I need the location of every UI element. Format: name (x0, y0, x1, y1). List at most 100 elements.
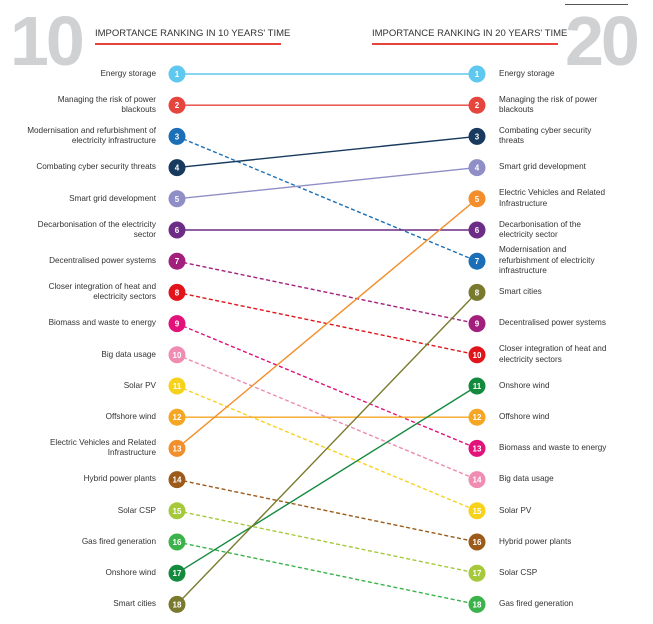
right-rank-circle: 17 (468, 564, 486, 582)
left-rank-circle: 1 (168, 65, 186, 83)
rank-number: 13 (173, 444, 182, 453)
rank-link (176, 260, 478, 325)
rank-number: 2 (175, 101, 180, 110)
right-rank-label: Electric Vehicles and Related Infrastruct… (499, 188, 606, 208)
rank-link (176, 291, 478, 605)
right-big-number: 20 (565, 2, 640, 80)
rank-number: 2 (475, 101, 480, 110)
left-rank-circle: 4 (168, 159, 186, 177)
right-rank-circle: 4 (468, 159, 486, 177)
left-rank-label: Solar PV (123, 380, 156, 390)
rank-number: 12 (173, 413, 182, 422)
right-rank-circle: 12 (468, 408, 486, 426)
rank-number: 1 (475, 70, 480, 79)
rank-number: 16 (473, 538, 482, 547)
right-rank-circle: 16 (468, 533, 486, 551)
rank-number: 10 (473, 351, 482, 360)
rank-link (176, 478, 478, 543)
rank-link (176, 198, 478, 449)
rank-number: 17 (473, 569, 482, 578)
rank-number: 13 (473, 444, 482, 453)
right-rank-label: Solar CSP (499, 567, 538, 577)
right-rank-circle: 11 (468, 377, 486, 395)
left-rank-circle: 15 (168, 502, 186, 520)
left-big-number: 10 (10, 2, 85, 80)
rank-number: 4 (475, 164, 480, 173)
right-rank-label: Offshore wind (499, 411, 550, 421)
rank-number: 14 (173, 476, 182, 485)
rank-number: 1 (175, 70, 180, 79)
rank-link (176, 135, 478, 262)
right-rank-circle: 15 (468, 502, 486, 520)
rank-link (176, 385, 478, 574)
rank-number: 5 (175, 195, 180, 204)
right-rank-circle: 7 (468, 252, 486, 270)
right-rank-label: Decentralised power systems (499, 318, 606, 328)
right-rank-circle: 1 (468, 65, 486, 83)
left-rank-label: Electric Vehicles and Related Infrastruct… (49, 437, 156, 458)
rank-number: 14 (473, 476, 482, 485)
rank-number: 11 (173, 382, 182, 391)
rank-number: 6 (475, 226, 480, 235)
left-rank-label: Decentralised power systems (49, 255, 156, 265)
rank-link (176, 135, 478, 169)
rank-number: 18 (473, 600, 482, 609)
right-rank-label: Energy storage (499, 68, 555, 78)
left-rank-label: Solar CSP (117, 505, 156, 515)
right-rank-label: Combating cyber security threats (499, 125, 592, 146)
left-rank-label: Modernisation and refurbishment of electr… (27, 125, 156, 146)
left-rank-label: Smart cities (113, 599, 156, 609)
right-rank-circle: 18 (468, 595, 486, 613)
left-rank-label: Big data usage (101, 349, 156, 359)
rank-number: 3 (475, 132, 480, 141)
left-rank-circle: 13 (168, 439, 186, 457)
right-rank-label: Big data usage (499, 474, 554, 484)
left-rank-circle: 7 (168, 252, 186, 270)
left-rank-circle: 17 (168, 564, 186, 582)
rank-number: 5 (475, 195, 480, 204)
right-rank-label: Modernisation and refurbishment of electr… (499, 245, 595, 276)
left-rank-circle: 10 (168, 346, 186, 364)
left-rank-circle: 18 (168, 595, 186, 613)
right-rank-label: Biomass and waste to energy (499, 443, 607, 453)
left-rank-circle: 16 (168, 533, 186, 551)
left-rank-label: Biomass and waste to energy (48, 318, 156, 328)
left-rank-label: Managing the risk of power blackouts (57, 94, 156, 115)
right-rank-label: Solar PV (499, 505, 532, 515)
left-rank-label: Hybrid power plants (83, 474, 156, 484)
right-rank-circle: 8 (468, 283, 486, 301)
right-rank-circle: 14 (468, 471, 486, 489)
rank-link (176, 354, 478, 481)
right-rank-label: Smart grid development (499, 162, 586, 172)
right-rank-circle: 2 (468, 96, 486, 114)
rank-number: 11 (473, 382, 482, 391)
rank-number: 15 (473, 507, 482, 516)
right-rank-circle: 3 (468, 127, 486, 145)
left-rank-label: Offshore wind (105, 411, 156, 421)
right-column-title: IMPORTANCE RANKING IN 20 YEARS' TIME (372, 28, 568, 39)
rank-link (176, 322, 478, 450)
rank-number: 6 (175, 226, 180, 235)
left-rank-circle: 14 (168, 471, 186, 489)
right-rank-circle: 10 (468, 346, 486, 364)
rank-link (176, 510, 478, 574)
right-rank-label: Closer integration of heat and electricit… (499, 344, 607, 364)
right-rank-label: Gas fired generation (499, 599, 574, 609)
rank-number: 18 (173, 600, 182, 609)
right-rank-label: Decarbonisation of the electricity sector (499, 219, 581, 240)
rank-number: 4 (175, 164, 180, 173)
rank-link (176, 166, 478, 200)
rank-number: 12 (473, 413, 482, 422)
left-rank-circle: 8 (168, 283, 186, 301)
left-rank-label: Gas fired generation (81, 536, 156, 546)
rank-number: 15 (173, 507, 182, 516)
left-column-title: IMPORTANCE RANKING IN 10 YEARS' TIME (95, 28, 291, 39)
right-rank-circle: 5 (468, 190, 486, 208)
top-rule (565, 4, 628, 5)
left-rank-circle: 11 (168, 377, 186, 395)
rank-link (176, 541, 478, 606)
right-title-underline (372, 43, 558, 45)
right-rank-circle: 6 (468, 221, 486, 239)
